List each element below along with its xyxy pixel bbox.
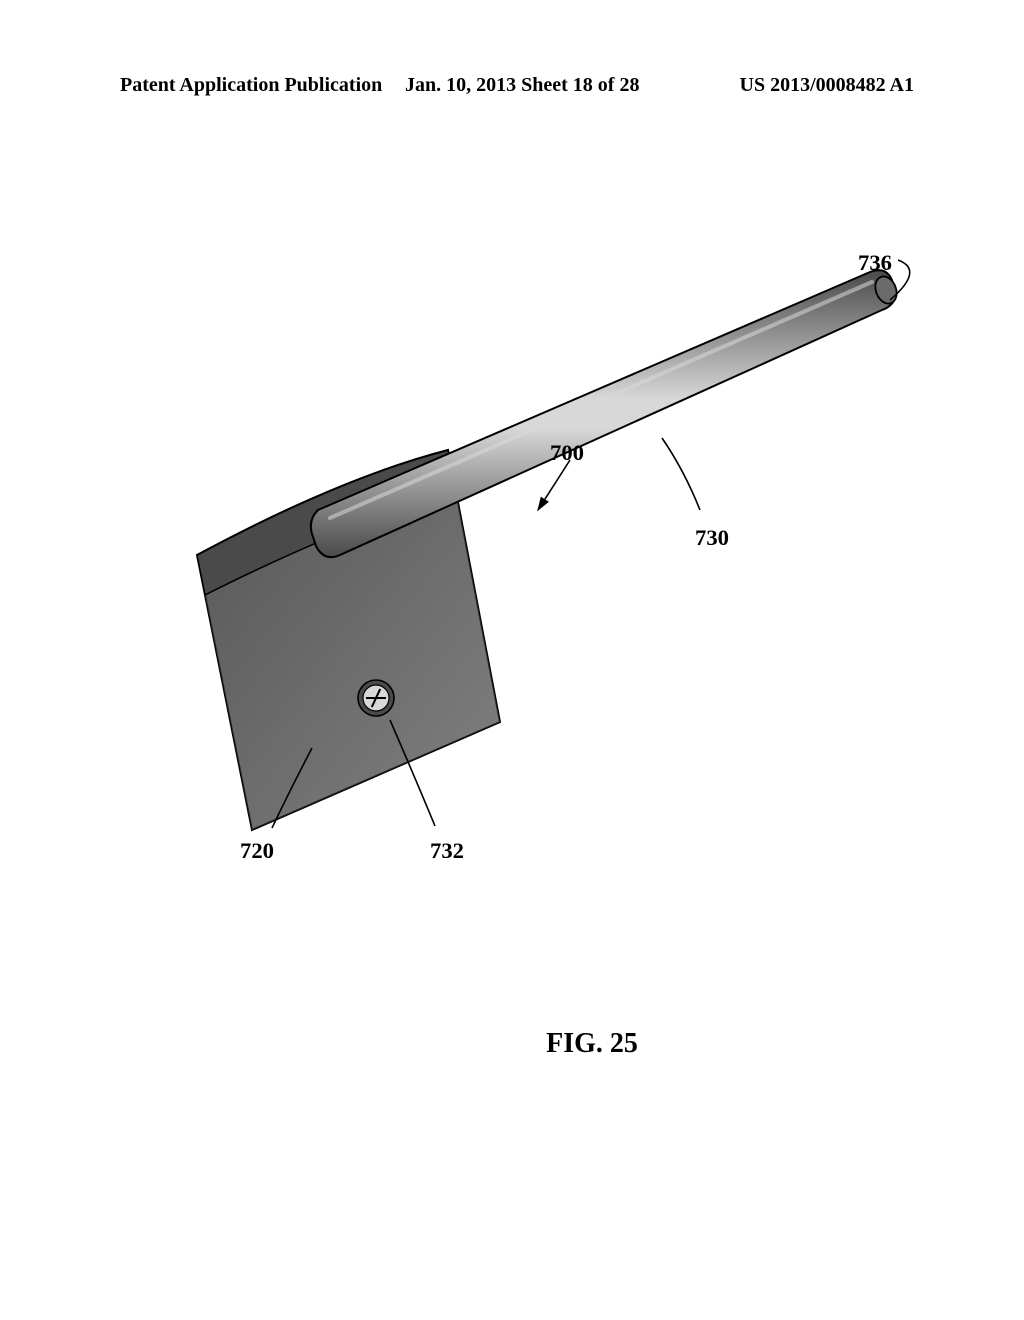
ref-736: 736 <box>858 250 892 276</box>
figure-area: 700736730720732 FIG. 25 <box>80 150 944 1050</box>
figure-caption: FIG. 25 <box>80 1028 1024 1060</box>
header-center: Jan. 10, 2013 Sheet 18 of 28 <box>405 74 639 97</box>
ref-700: 700 <box>550 440 584 466</box>
ref-732: 732 <box>430 838 464 864</box>
header-left: Patent Application Publication <box>120 74 382 97</box>
ref-720: 720 <box>240 838 274 864</box>
header-right: US 2013/0008482 A1 <box>740 74 914 97</box>
page: Patent Application Publication Jan. 10, … <box>0 0 1024 1320</box>
patent-drawing <box>80 150 944 970</box>
ref-730: 730 <box>695 525 729 551</box>
